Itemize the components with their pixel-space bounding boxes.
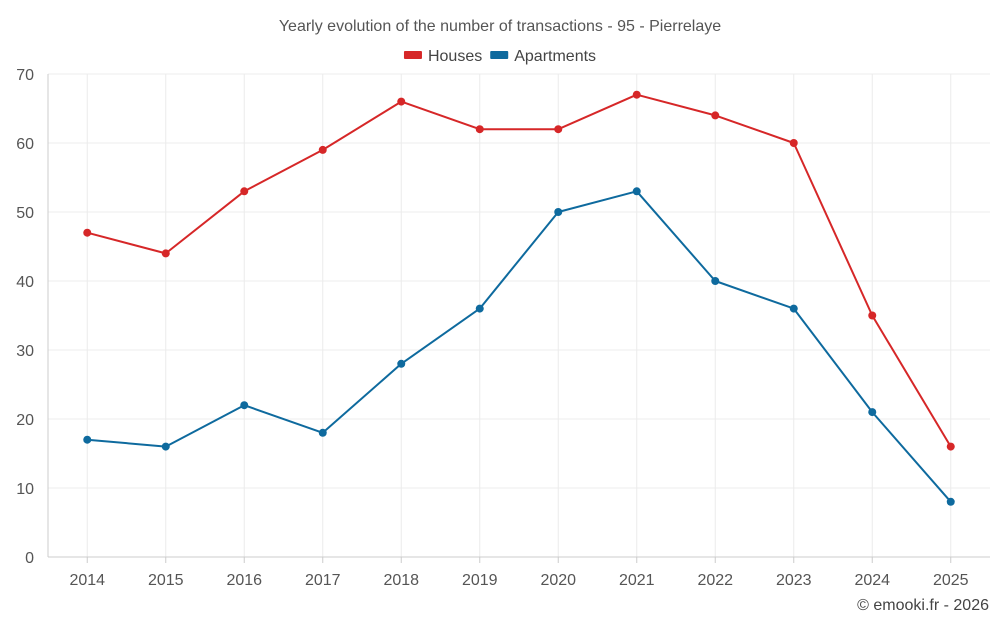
chart-title: Yearly evolution of the number of transa… [279, 18, 721, 35]
data-point-houses[interactable] [475, 125, 484, 134]
x-tick-label: 2024 [854, 572, 890, 589]
legend[interactable]: Houses Apartments [403, 48, 596, 65]
legend-label-apartments: Apartments [514, 48, 596, 65]
series-line-houses [86, 93, 952, 448]
x-tick-label: 2025 [933, 572, 969, 589]
legend-item-houses[interactable]: Houses [403, 48, 482, 65]
y-tick-label: 0 [25, 550, 34, 567]
y-tick-label: 30 [16, 343, 34, 360]
data-point-apartments[interactable] [789, 304, 798, 313]
data-point-apartments[interactable] [475, 304, 484, 313]
data-point-apartments[interactable] [554, 208, 563, 216]
data-point-houses[interactable] [946, 442, 955, 451]
x-tick-label: 2018 [383, 572, 419, 589]
x-tick-label: 2017 [305, 572, 341, 589]
series-line-apartments [87, 190, 952, 503]
data-point-houses[interactable] [240, 187, 249, 196]
series-layer [83, 90, 955, 506]
x-tick-label: 2014 [69, 572, 105, 589]
series-apartments [83, 187, 955, 506]
data-point-houses[interactable] [711, 111, 720, 120]
y-tick-label: 60 [16, 136, 34, 153]
legend-swatch-houses [403, 51, 422, 59]
y-tick-label: 40 [16, 274, 34, 291]
data-point-houses[interactable] [83, 228, 92, 237]
data-point-houses[interactable] [318, 145, 327, 154]
data-point-houses[interactable] [789, 139, 798, 147]
x-tick-label: 2020 [540, 572, 576, 589]
legend-item-apartments[interactable]: Apartments [490, 48, 596, 65]
data-point-houses[interactable] [397, 97, 406, 106]
y-tick-label: 50 [16, 205, 34, 222]
x-tick-label: 2022 [697, 572, 733, 589]
x-tick-label: 2016 [226, 572, 262, 589]
data-point-houses[interactable] [554, 125, 563, 134]
x-tick-label: 2021 [619, 572, 655, 589]
x-tick-label: 2019 [462, 572, 498, 589]
y-tick-label: 70 [16, 67, 34, 84]
data-point-apartments[interactable] [711, 277, 720, 285]
data-point-apartments[interactable] [397, 359, 406, 368]
credit-label: © emooki.fr - 2026 [857, 597, 989, 614]
grid [48, 73, 990, 557]
data-point-houses[interactable] [632, 90, 641, 99]
legend-label-houses: Houses [428, 48, 482, 65]
data-point-apartments[interactable] [161, 442, 170, 451]
data-point-houses[interactable] [868, 311, 877, 320]
x-tick-label: 2015 [148, 572, 184, 589]
data-point-apartments[interactable] [83, 435, 92, 444]
data-point-apartments[interactable] [946, 497, 955, 506]
series-houses [83, 90, 955, 451]
data-point-apartments[interactable] [632, 187, 641, 196]
data-point-houses[interactable] [161, 249, 170, 258]
data-point-apartments[interactable] [240, 401, 249, 410]
data-point-apartments[interactable] [318, 428, 327, 437]
legend-swatch-apartments [490, 51, 509, 59]
x-tick-label: 2023 [776, 572, 812, 589]
data-point-apartments[interactable] [868, 408, 877, 417]
axes: 0 10 20 30 40 50 60 70 2014 2015 2016 2017 2018 2019 2… [16, 67, 990, 589]
y-tick-label: 20 [16, 412, 34, 429]
y-tick-label: 10 [16, 481, 34, 498]
